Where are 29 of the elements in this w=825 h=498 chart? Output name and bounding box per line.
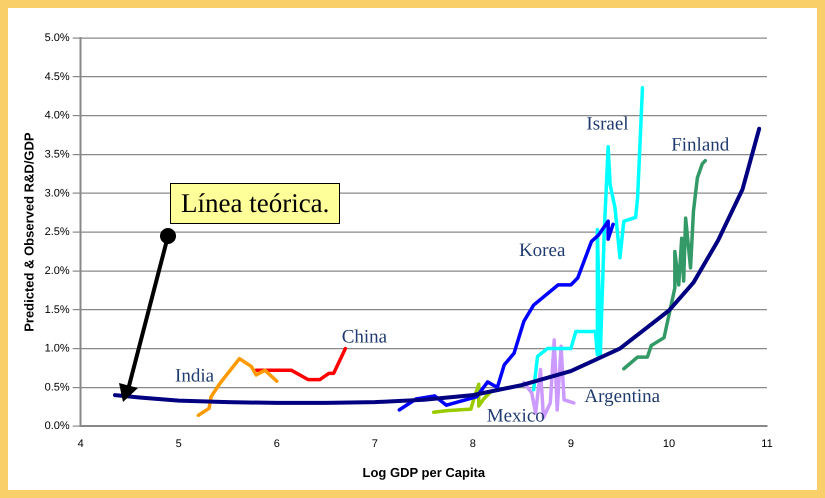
x-tick-label: 8 <box>470 438 476 450</box>
series-label: Finland <box>671 134 730 156</box>
series-label: Mexico <box>486 405 545 426</box>
series-label: India <box>174 366 215 387</box>
y-tick-label: 2.5% <box>44 226 70 238</box>
y-axis-title: Predicted & Observed R&D/GDP <box>21 132 36 332</box>
x-tick-label: 9 <box>568 438 574 450</box>
y-tick-label: 3.0% <box>44 187 70 200</box>
y-tick-label: 0.0% <box>44 420 70 432</box>
series-label: Argentina <box>584 386 661 408</box>
y-tick-label: 5.0% <box>44 32 70 44</box>
x-tick-label: 5 <box>176 438 182 450</box>
y-tick-label: 1.5% <box>44 304 70 316</box>
x-tick-label: 7 <box>372 438 378 450</box>
series-label: China <box>342 326 388 348</box>
y-tick-label: 4.0% <box>44 110 70 122</box>
y-tick-label: 2.0% <box>44 264 70 277</box>
x-tick-label: 4 <box>78 438 84 450</box>
x-tick-label: 10 <box>662 438 676 450</box>
y-tick-label: 1.0% <box>44 342 70 355</box>
series-label: Israel <box>586 114 629 135</box>
series-label: Korea <box>518 240 566 262</box>
y-tick-label: 4.5% <box>44 70 70 83</box>
x-tick-label: 11 <box>761 438 773 450</box>
x-tick-label: 6 <box>274 438 280 450</box>
x-axis-title: Log GDP per Capita <box>362 464 486 480</box>
y-tick-label: 0.5% <box>44 381 70 394</box>
annotation: Línea teórica. <box>170 183 340 224</box>
y-tick-label: 3.5% <box>44 148 70 160</box>
